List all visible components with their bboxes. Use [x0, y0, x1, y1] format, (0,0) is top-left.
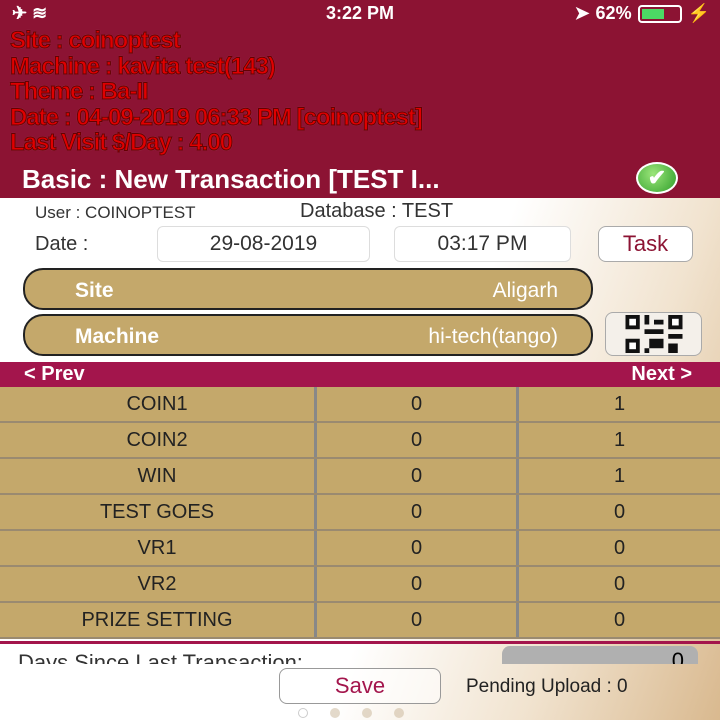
task-button[interactable]: Task	[598, 226, 693, 262]
days-since-label: Days Since Last Transaction:	[18, 650, 303, 664]
date-field[interactable]: 29-08-2019	[157, 226, 370, 262]
next-button[interactable]: Next >	[631, 363, 692, 385]
meter-value-current[interactable]: 0	[519, 603, 720, 637]
qr-code-icon	[625, 315, 682, 353]
debug-overlay: Site : coinoptest Machine : kavita test(…	[0, 26, 720, 158]
table-row: WIN 0 1	[0, 459, 720, 495]
meter-value-previous[interactable]: 0	[317, 387, 519, 421]
overlay-last-visit: Last Visit $/Day : 4.00	[10, 129, 234, 156]
battery-percent: 62%	[595, 3, 632, 23]
meter-value-current[interactable]: 0	[519, 495, 720, 529]
meter-value-current[interactable]: 0	[519, 531, 720, 565]
meter-name: VR1	[0, 531, 317, 565]
airplane-wifi-icon: ✈ ≋	[12, 3, 48, 23]
charging-icon: ⚡	[687, 3, 710, 23]
check-circle-icon[interactable]: ✔	[636, 162, 678, 194]
pager-bar: < Prev Next >	[0, 362, 720, 387]
machine-label: Machine	[75, 325, 160, 348]
pending-upload: Pending Upload : 0	[466, 676, 628, 697]
page-indicator[interactable]	[298, 708, 404, 718]
location-icon: ➤	[574, 3, 590, 23]
site-label: Site	[75, 279, 114, 302]
site-value: Aligarh	[492, 279, 558, 302]
overlay-site: Site : coinoptest	[10, 27, 182, 54]
status-time: 3:22 PM	[325, 3, 395, 23]
meter-name: COIN2	[0, 423, 317, 457]
meter-name: VR2	[0, 567, 317, 601]
machine-selector[interactable]: Machine hi-tech(tango)	[23, 314, 593, 356]
table-row: TEST GOES 0 0	[0, 495, 720, 531]
overlay-theme: Theme : Ba-II	[10, 78, 150, 105]
user-label: User : COINOPTEST	[35, 203, 196, 222]
meter-value-previous[interactable]: 0	[317, 459, 519, 493]
meter-name: PRIZE SETTING	[0, 603, 317, 637]
battery-icon	[637, 4, 682, 23]
save-button[interactable]: Save	[279, 668, 441, 704]
overlay-machine: Machine : kavita test(143)	[10, 52, 277, 80]
meter-value-previous[interactable]: 0	[317, 603, 519, 637]
table-row: COIN2 0 1	[0, 423, 720, 459]
meter-value-previous[interactable]: 0	[317, 495, 519, 529]
divider	[0, 641, 720, 644]
meter-value-current[interactable]: 1	[519, 387, 720, 421]
date-label: Date :	[35, 233, 89, 255]
meter-table: COIN1 0 1 COIN2 0 1 WIN 0 1 TEST GOES 0 0 VR1 0 0 VR2 0 0…	[0, 387, 720, 639]
meter-name: TEST GOES	[0, 495, 317, 529]
machine-value: hi-tech(tango)	[428, 325, 558, 348]
meter-value-previous[interactable]: 0	[317, 531, 519, 565]
meter-value-current[interactable]: 1	[519, 423, 720, 457]
meter-value-current[interactable]: 1	[519, 459, 720, 493]
meter-value-previous[interactable]: 0	[317, 423, 519, 457]
table-row: VR2 0 0	[0, 567, 720, 603]
meter-value-previous[interactable]: 0	[317, 567, 519, 601]
meter-value-current[interactable]: 0	[519, 567, 720, 601]
status-bar: ✈ ≋ 3:22 PM ➤ 62% ⚡	[0, 0, 720, 26]
app-header: Basic : New Transaction [TEST I... ✔	[0, 158, 720, 198]
table-row: VR1 0 0	[0, 531, 720, 567]
database-label: Database : TEST	[300, 200, 454, 222]
time-field[interactable]: 03:17 PM	[394, 226, 571, 262]
prev-button[interactable]: < Prev	[24, 363, 85, 385]
meter-name: COIN1	[0, 387, 317, 421]
page-title: Basic : New Transaction [TEST I...	[22, 164, 440, 194]
days-since-value: 0	[502, 646, 698, 664]
overlay-date: Date : 04-09-2019 06:33 PM [coinoptest]	[10, 103, 424, 131]
table-row: COIN1 0 1	[0, 387, 720, 423]
site-selector[interactable]: Site Aligarh	[23, 268, 593, 310]
table-row: PRIZE SETTING 0 0	[0, 603, 720, 639]
qr-scan-button[interactable]	[605, 312, 702, 356]
meter-name: WIN	[0, 459, 317, 493]
